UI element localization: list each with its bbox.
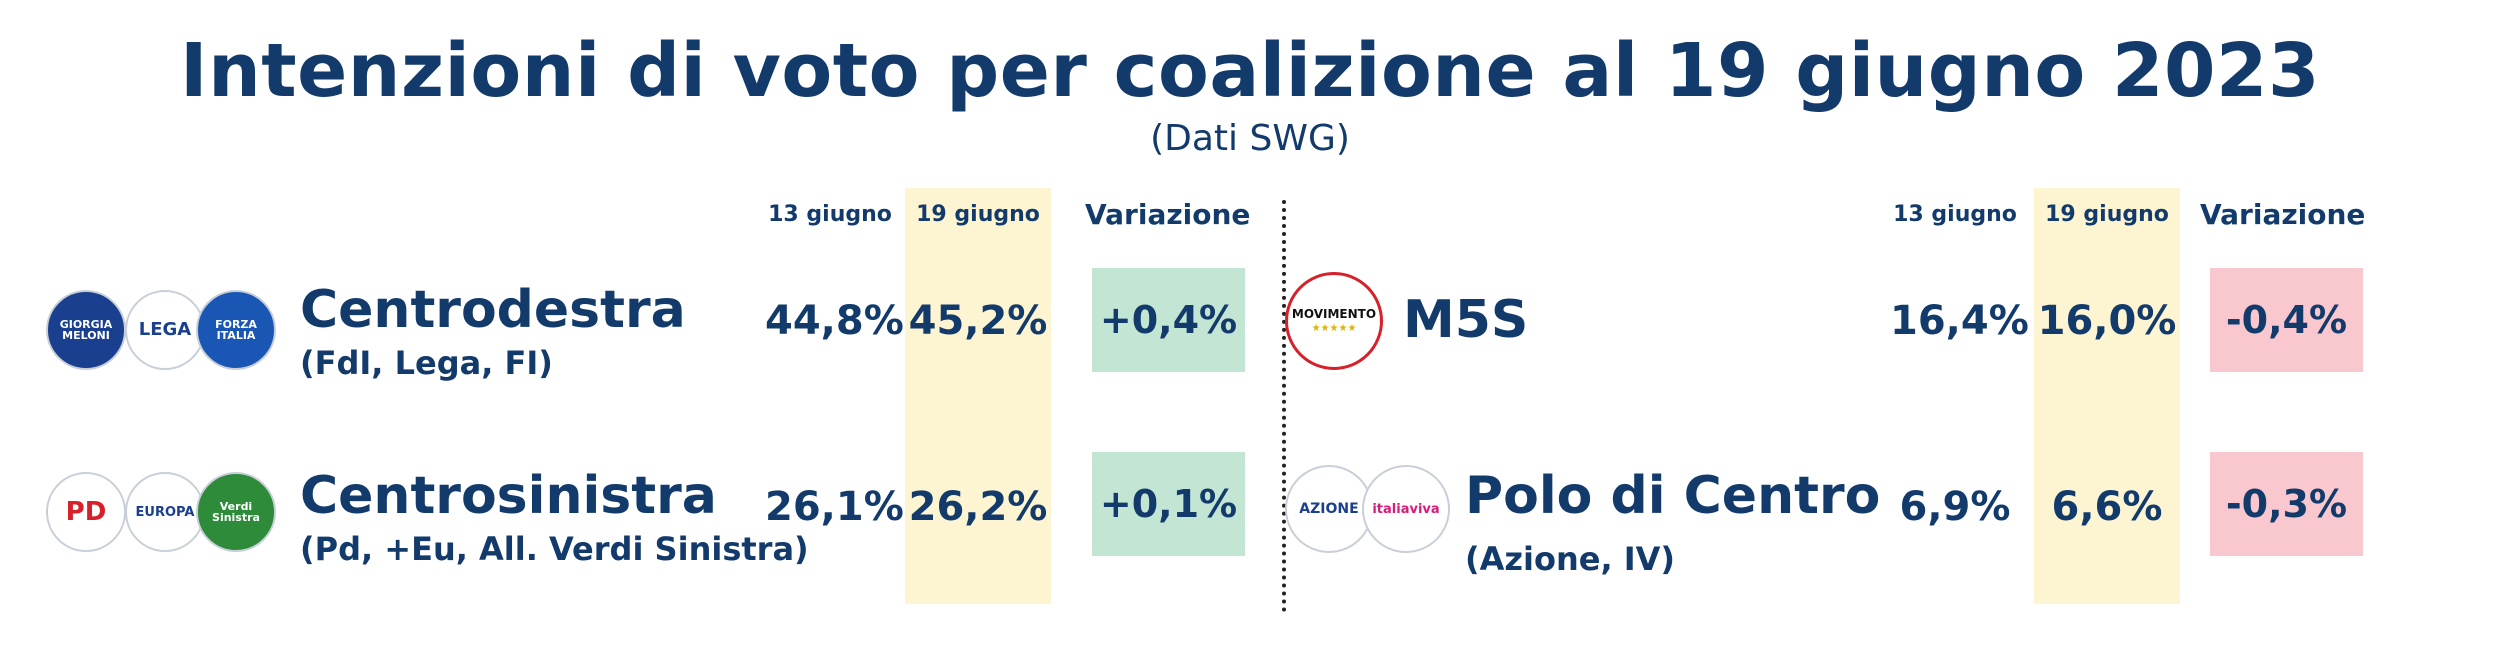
current-column-highlight-left [905, 188, 1051, 604]
forza-italia-logo-icon: FORZA ITALIA [196, 290, 276, 370]
coalition-detail: (Azione, IV) [1465, 540, 1676, 578]
italia-viva-logo-icon: italiaviva [1362, 465, 1450, 553]
header-prev-right: 13 giugno [1893, 202, 2017, 227]
m5s-logo-icon: MOVIMENTO ★★★★★ [1285, 272, 1383, 370]
header-curr-left: 19 giugno [916, 202, 1040, 227]
value-prev: 26,1% [765, 484, 904, 530]
piu-europa-logo-icon: EUROPA [125, 472, 205, 552]
header-curr-right: 19 giugno [2045, 202, 2169, 227]
value-prev: 44,8% [765, 298, 904, 344]
value-curr: 45,2% [908, 298, 1048, 344]
coalition-name: M5S [1403, 290, 1529, 350]
center-divider [1282, 200, 1286, 612]
header-change-left: Variazione [1085, 198, 1251, 231]
coalition-name: Centrodestra [300, 280, 686, 340]
change-badge: -0,3% [2210, 452, 2363, 556]
change-badge: +0,1% [1092, 452, 1245, 556]
fdi-logo-icon: GIORGIA MELONI [46, 290, 126, 370]
value-prev: 6,9% [1899, 484, 2011, 530]
value-curr: 26,2% [908, 484, 1048, 530]
coalition-detail: (FdI, Lega, FI) [300, 344, 553, 382]
change-badge: +0,4% [1092, 268, 1245, 372]
header-change-right: Variazione [2200, 198, 2366, 231]
coalition-name: Polo di Centro [1465, 466, 1881, 526]
change-badge: -0,4% [2210, 268, 2363, 372]
value-prev: 16,4% [1890, 298, 2029, 344]
value-curr: 16,0% [2037, 298, 2177, 344]
chart-subtitle: (Dati SWG) [1150, 118, 1350, 159]
lega-logo-icon: LEGA [125, 290, 205, 370]
header-prev-left: 13 giugno [768, 202, 892, 227]
current-column-highlight-right [2034, 188, 2180, 604]
pd-logo-icon: PD [46, 472, 126, 552]
avs-logo-icon: Verdi Sinistra [196, 472, 276, 552]
coalition-name: Centrosinistra [300, 466, 717, 526]
chart-title: Intenzioni di voto per coalizione al 19 … [180, 28, 2320, 114]
value-curr: 6,6% [2051, 484, 2163, 530]
coalition-detail: (Pd, +Eu, All. Verdi Sinistra) [300, 530, 809, 568]
azione-logo-icon: AZIONE [1285, 465, 1373, 553]
